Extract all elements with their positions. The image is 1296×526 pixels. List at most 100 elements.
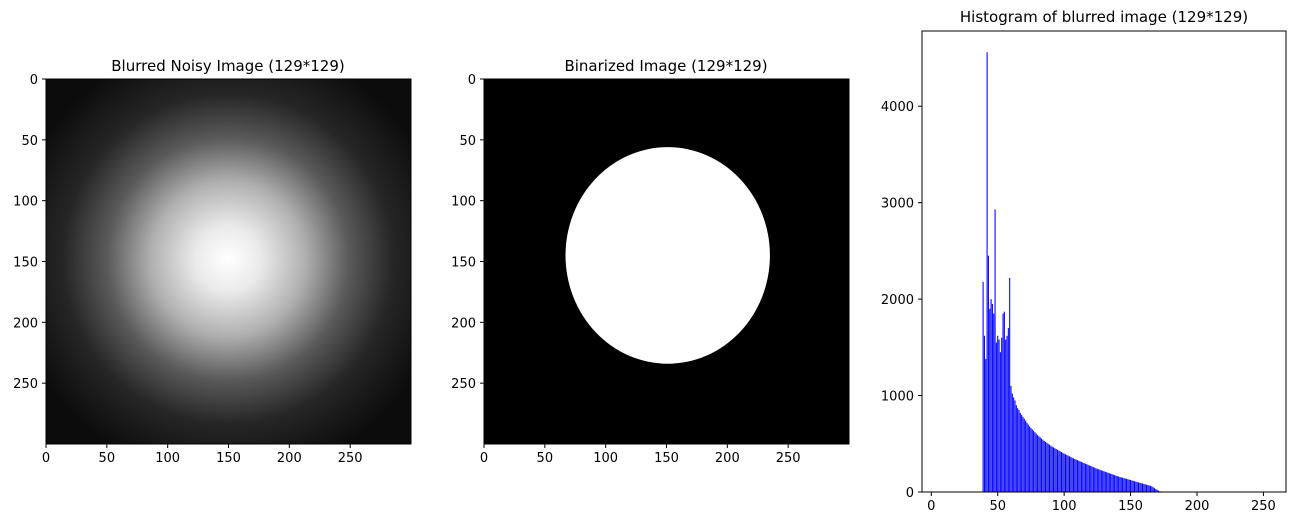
histogram-bar bbox=[1018, 410, 1020, 492]
histogram-bar bbox=[1063, 453, 1065, 492]
histogram-bar bbox=[1128, 479, 1130, 492]
panel-3-x-tick-label: 200 bbox=[1185, 499, 1210, 514]
histogram-bar bbox=[1045, 441, 1047, 492]
histogram-bar bbox=[1043, 440, 1045, 492]
panel-3-frame bbox=[921, 30, 1287, 493]
histogram-bar bbox=[1088, 465, 1090, 492]
histogram-bar bbox=[993, 313, 995, 492]
histogram-bar bbox=[1047, 443, 1049, 492]
histogram-bar bbox=[1022, 416, 1024, 492]
histogram-bar bbox=[991, 303, 993, 492]
panel-1-x-tick-label: 0 bbox=[42, 451, 50, 466]
panel-3-x-tick-label: 250 bbox=[1251, 499, 1276, 514]
histogram-bar bbox=[1141, 483, 1144, 492]
histogram-bar bbox=[1111, 474, 1113, 492]
histogram-bar bbox=[1118, 476, 1120, 492]
panel-2-x-tick-label: 50 bbox=[537, 451, 554, 466]
histogram-bar bbox=[1140, 483, 1142, 492]
histogram-bar bbox=[1135, 481, 1137, 492]
histogram-bar bbox=[1072, 458, 1074, 492]
panel-2-y-tick-label: 50 bbox=[459, 134, 476, 149]
histogram-bars bbox=[982, 52, 1165, 492]
histogram-bar bbox=[1066, 454, 1068, 492]
histogram-bar bbox=[1092, 467, 1094, 492]
histogram-bar bbox=[1013, 397, 1015, 492]
histogram-bar bbox=[1062, 452, 1064, 492]
histogram-bar bbox=[1152, 487, 1154, 492]
histogram-bar bbox=[1098, 469, 1100, 492]
histogram-bar bbox=[1094, 467, 1096, 492]
histogram-bar bbox=[1095, 468, 1097, 492]
histogram-bar bbox=[1124, 478, 1126, 492]
histogram-bar bbox=[1027, 424, 1029, 492]
histogram-bar bbox=[1064, 454, 1067, 492]
panel-1-x-tick-label: 250 bbox=[338, 451, 363, 466]
histogram-bar bbox=[1038, 436, 1040, 492]
histogram-bar bbox=[1002, 313, 1004, 492]
histogram-bar bbox=[1006, 335, 1008, 492]
histogram-bar bbox=[1007, 328, 1009, 492]
histogram-bar bbox=[999, 352, 1001, 492]
histogram-bar bbox=[1126, 478, 1128, 492]
histogram-bar bbox=[1051, 446, 1053, 492]
panel-1-x-tick-label: 100 bbox=[155, 451, 180, 466]
panel-3-x-tick-label: 0 bbox=[927, 499, 935, 514]
histogram-bar bbox=[1086, 464, 1088, 492]
panel-1-y-tick-label: 100 bbox=[13, 195, 38, 210]
histogram-bar bbox=[1075, 459, 1077, 492]
histogram-bar bbox=[1011, 393, 1013, 492]
histogram-bar bbox=[986, 52, 988, 492]
panel-3-x-tick-label: 100 bbox=[1052, 499, 1077, 514]
panel-blurred-image: Blurred Noisy Image (129*129) 0 50 100 150 2… bbox=[13, 57, 412, 466]
panel-2-y-tick-label: 150 bbox=[451, 256, 476, 271]
histogram-bar bbox=[1037, 435, 1039, 492]
panel-2-x-tick-label: 250 bbox=[776, 451, 801, 466]
histogram-bar bbox=[997, 335, 999, 492]
histogram-bar bbox=[985, 358, 987, 492]
panel-3-y-tick-label: 0 bbox=[906, 486, 914, 501]
histogram-bar bbox=[1127, 479, 1129, 492]
panel-2-y-tick-label: 100 bbox=[451, 195, 476, 210]
histogram-bar bbox=[1046, 442, 1048, 492]
histogram-bar bbox=[1039, 437, 1041, 492]
histogram-bar bbox=[1083, 463, 1085, 492]
histogram-bar bbox=[990, 299, 992, 492]
panel-2-x-tick-label: 100 bbox=[593, 451, 618, 466]
histogram-bar bbox=[1148, 485, 1150, 492]
histogram-bar bbox=[1112, 474, 1114, 492]
histogram-bar bbox=[983, 335, 985, 492]
histogram-bar bbox=[1080, 461, 1082, 492]
histogram-bar bbox=[1084, 463, 1086, 492]
histogram-bar bbox=[1041, 438, 1043, 492]
histogram-bar bbox=[1132, 480, 1134, 492]
histogram-bar bbox=[989, 308, 991, 492]
binarized-foreground-ellipse bbox=[565, 147, 770, 364]
histogram-bar bbox=[1078, 460, 1080, 492]
histogram-bar bbox=[1052, 447, 1055, 492]
histogram-bar bbox=[1035, 433, 1037, 492]
histogram-bar bbox=[1055, 448, 1057, 492]
histogram-bar bbox=[1033, 430, 1035, 492]
histogram-bar bbox=[1076, 460, 1078, 492]
histogram-bar bbox=[1130, 480, 1132, 492]
histogram-bar bbox=[1014, 400, 1016, 492]
histogram-bar bbox=[1068, 456, 1070, 492]
panel-1-x-tick-label: 200 bbox=[277, 451, 302, 466]
histogram-bar bbox=[987, 255, 989, 492]
histogram-bar bbox=[1034, 432, 1036, 492]
histogram-bar bbox=[998, 339, 1000, 492]
histogram-bar bbox=[1019, 412, 1021, 492]
histogram-bar bbox=[1067, 455, 1069, 492]
histogram-bar bbox=[1149, 485, 1152, 492]
panel-2-y-tick-label: 250 bbox=[451, 377, 476, 392]
histogram-bar bbox=[1136, 481, 1138, 492]
panel-2-x-tick-label: 200 bbox=[715, 451, 740, 466]
panel-2-y-tick-label: 0 bbox=[468, 73, 476, 88]
histogram-bar bbox=[1074, 459, 1076, 492]
histogram-bar bbox=[1157, 490, 1159, 492]
panel-3-y-tick-label: 4000 bbox=[881, 100, 914, 115]
histogram-bar bbox=[1107, 472, 1109, 492]
histogram-bar bbox=[1042, 439, 1044, 492]
histogram-bar bbox=[1026, 422, 1028, 492]
histogram-bar bbox=[982, 281, 984, 492]
